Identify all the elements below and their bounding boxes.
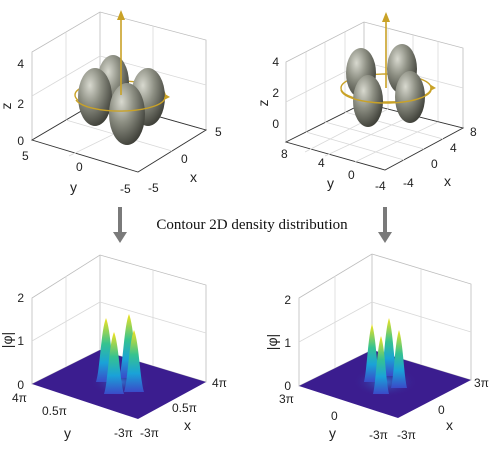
x-tick: 8 bbox=[470, 125, 477, 139]
ellipsoid bbox=[109, 83, 145, 145]
density-peak bbox=[391, 330, 407, 388]
z-tick: 4 bbox=[17, 57, 24, 71]
x-tick: 4π bbox=[212, 376, 227, 390]
x-axis-label: x bbox=[444, 173, 451, 189]
x-tick: -3π bbox=[140, 426, 159, 440]
x-tick: 3π bbox=[474, 376, 489, 390]
y-tick: 0.5π bbox=[42, 404, 67, 418]
z-tick: 0 bbox=[284, 379, 291, 393]
z-axis-label: |φ| bbox=[264, 334, 280, 350]
y-tick: 0 bbox=[76, 160, 83, 174]
x-tick: 0.5π bbox=[172, 401, 197, 415]
z-tick: 0 bbox=[17, 378, 24, 392]
z-tick: 1 bbox=[284, 336, 291, 350]
y-tick: 4π bbox=[12, 391, 27, 405]
x-tick: 0 bbox=[431, 157, 438, 171]
y-tick: -3π bbox=[369, 428, 388, 442]
density-peak bbox=[124, 330, 144, 392]
z-tick: 2 bbox=[284, 293, 291, 307]
density-peak bbox=[364, 324, 380, 382]
x-tick: -4 bbox=[403, 176, 414, 190]
caption: Contour 2D density distribution bbox=[156, 217, 348, 233]
y-tick: 4 bbox=[318, 156, 325, 170]
transition-row: Contour 2D density distribution bbox=[113, 207, 392, 243]
y-axis-label: y bbox=[70, 179, 77, 195]
z-axis-label: z bbox=[255, 100, 271, 107]
panel-top-left: 4 2 0 z 5 0 -5 y 5 0 -5 x bbox=[0, 10, 222, 196]
z-tick: 4 bbox=[272, 55, 279, 69]
z-tick: 0 bbox=[272, 117, 279, 131]
y-axis-label: y bbox=[64, 425, 71, 441]
density-peak bbox=[373, 336, 389, 394]
y-tick: -4 bbox=[375, 179, 386, 193]
panel-bottom-right: 2 1 0 |φ| 3π 0 -3π y 3π 0 -3π x bbox=[264, 253, 489, 442]
y-axis-label: y bbox=[327, 175, 334, 191]
z-tick: 2 bbox=[272, 86, 279, 100]
x-tick: 5 bbox=[215, 125, 222, 139]
y-tick: 5 bbox=[22, 149, 29, 163]
x-axis-label: x bbox=[446, 417, 453, 433]
z-tick: 2 bbox=[17, 97, 24, 111]
z-tick: 0 bbox=[17, 134, 24, 148]
z-tick: 1 bbox=[17, 334, 24, 348]
y-tick: 3π bbox=[279, 392, 294, 406]
y-tick: -5 bbox=[120, 182, 131, 196]
x-tick: 0 bbox=[181, 152, 188, 166]
z-tick: 2 bbox=[17, 291, 24, 305]
z-axis-label: |φ| bbox=[0, 332, 15, 348]
x-tick: 4 bbox=[450, 141, 457, 155]
ellipsoid bbox=[78, 68, 112, 126]
y-axis-label: y bbox=[329, 425, 336, 441]
ellipsoid bbox=[395, 71, 425, 123]
x-tick: -3π bbox=[397, 428, 416, 442]
y-tick: -3π bbox=[114, 426, 133, 440]
y-tick: 8 bbox=[281, 147, 288, 161]
y-tick: 0 bbox=[348, 168, 355, 182]
x-axis-label: x bbox=[184, 417, 191, 433]
z-axis-label: z bbox=[0, 103, 14, 110]
x-tick: -5 bbox=[148, 181, 159, 195]
panel-bottom-left: 2 1 0 |φ| 4π 0.5π -3π y 4π 0.5π -3π x bbox=[0, 254, 227, 441]
ellipsoid bbox=[353, 75, 383, 127]
x-tick: 0 bbox=[438, 403, 445, 417]
x-axis-label: x bbox=[190, 169, 197, 185]
panel-top-right: 4 2 0 z 8 4 0 -4 y 8 4 0 -4 x bbox=[255, 12, 477, 193]
y-tick: 0 bbox=[331, 409, 338, 423]
density-peak bbox=[104, 332, 124, 394]
